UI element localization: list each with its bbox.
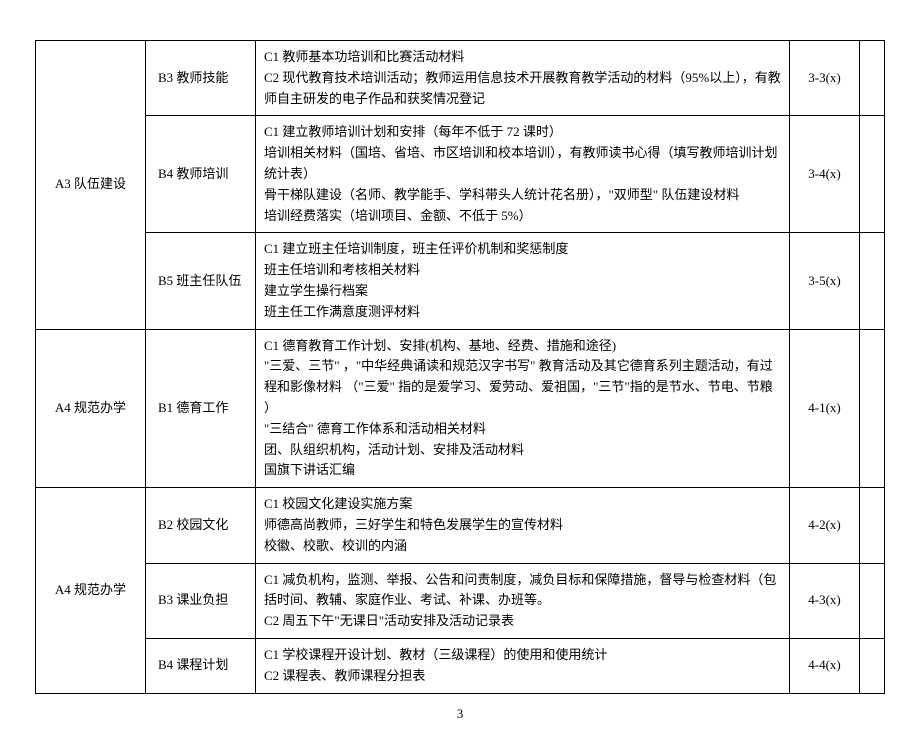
table-row: B4 教师培训C1 建立教师培训计划和安排（每年不低于 72 课时）培训相关材料…	[36, 116, 885, 233]
cell-code: 4-2(x)	[790, 488, 860, 563]
cell-category-a: A4 规范办学	[36, 488, 146, 693]
cell-category-b: B4 课程计划	[146, 638, 256, 693]
table-row: A3 队伍建设B3 教师技能C1 教师基本功培训和比赛活动材料C2 现代教育技术…	[36, 41, 885, 116]
cell-empty	[860, 638, 885, 693]
table-row: B3 课业负担C1 减负机构，监测、举报、公告和问责制度，减负目标和保障措施，督…	[36, 563, 885, 638]
cell-content: C1 建立班主任培训制度，班主任评价机制和奖惩制度班主任培训和考核相关材料建立学…	[256, 233, 790, 329]
cell-code: 4-1(x)	[790, 329, 860, 488]
cell-content: C1 学校课程开设计划、教材（三级课程）的使用和使用统计C2 课程表、教师课程分…	[256, 638, 790, 693]
cell-content: C1 校园文化建设实施方案师德高尚教师，三好学生和特色发展学生的宣传材料校徽、校…	[256, 488, 790, 563]
cell-empty	[860, 233, 885, 329]
cell-empty	[860, 41, 885, 116]
cell-code: 3-5(x)	[790, 233, 860, 329]
cell-content: C1 德育教育工作计划、安排(机构、基地、经费、措施和途径)"三爱、三节" ，"…	[256, 329, 790, 488]
cell-category-a: A4 规范办学	[36, 329, 146, 488]
cell-code: 3-3(x)	[790, 41, 860, 116]
cell-code: 4-3(x)	[790, 563, 860, 638]
cell-empty	[860, 488, 885, 563]
cell-empty	[860, 116, 885, 233]
cell-category-a: A3 队伍建设	[36, 41, 146, 330]
cell-code: 4-4(x)	[790, 638, 860, 693]
table-row: B4 课程计划C1 学校课程开设计划、教材（三级课程）的使用和使用统计C2 课程…	[36, 638, 885, 693]
cell-category-b: B4 教师培训	[146, 116, 256, 233]
cell-empty	[860, 563, 885, 638]
cell-code: 3-4(x)	[790, 116, 860, 233]
cell-content: C1 减负机构，监测、举报、公告和问责制度，减负目标和保障措施，督导与检查材料（…	[256, 563, 790, 638]
cell-content: C1 教师基本功培训和比赛活动材料C2 现代教育技术培训活动；教师运用信息技术开…	[256, 41, 790, 116]
table-row: A4 规范办学B2 校园文化C1 校园文化建设实施方案师德高尚教师，三好学生和特…	[36, 488, 885, 563]
cell-category-b: B3 教师技能	[146, 41, 256, 116]
cell-category-b: B3 课业负担	[146, 563, 256, 638]
cell-category-b: B5 班主任队伍	[146, 233, 256, 329]
cell-content: C1 建立教师培训计划和安排（每年不低于 72 课时）培训相关材料（国培、省培、…	[256, 116, 790, 233]
table-row: B5 班主任队伍C1 建立班主任培训制度，班主任评价机制和奖惩制度班主任培训和考…	[36, 233, 885, 329]
cell-category-b: B2 校园文化	[146, 488, 256, 563]
page-number: 3	[35, 706, 885, 722]
table-body: A3 队伍建设B3 教师技能C1 教师基本功培训和比赛活动材料C2 现代教育技术…	[36, 41, 885, 694]
cell-empty	[860, 329, 885, 488]
cell-category-b: B1 德育工作	[146, 329, 256, 488]
table-row: A4 规范办学B1 德育工作C1 德育教育工作计划、安排(机构、基地、经费、措施…	[36, 329, 885, 488]
evaluation-table: A3 队伍建设B3 教师技能C1 教师基本功培训和比赛活动材料C2 现代教育技术…	[35, 40, 885, 694]
